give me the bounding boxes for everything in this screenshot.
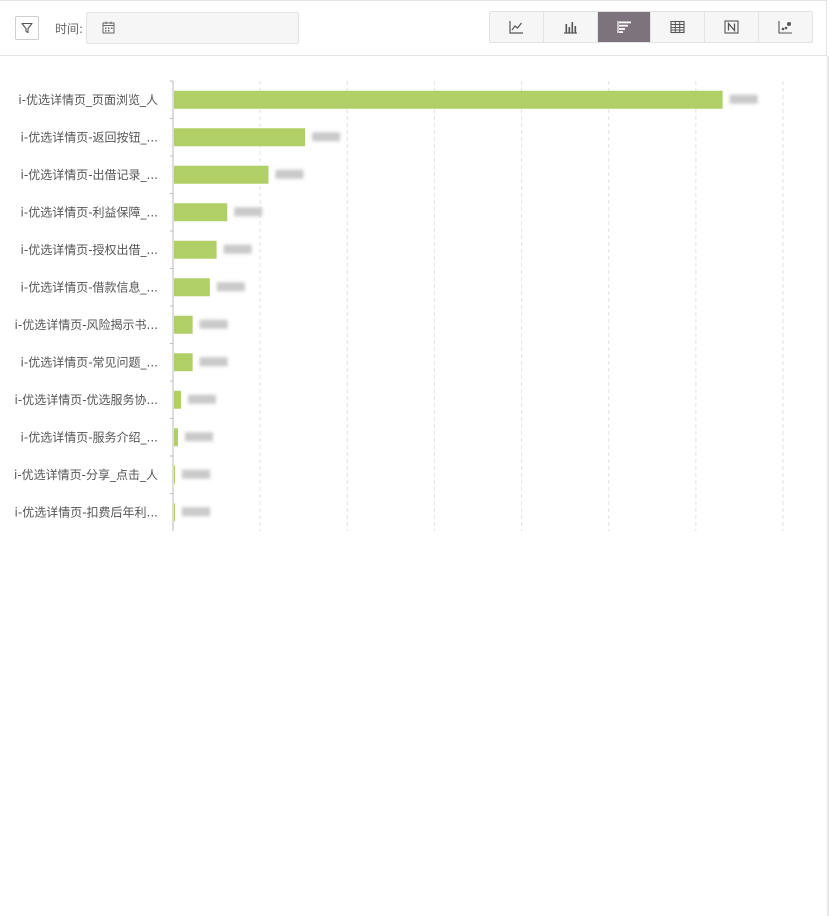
bar[interactable] bbox=[174, 165, 269, 184]
date-range-input[interactable] bbox=[86, 12, 299, 44]
data-label-blurred bbox=[223, 244, 252, 254]
category-label: i-优选详情页-扣费后年利... bbox=[15, 504, 158, 519]
bar[interactable] bbox=[174, 428, 179, 447]
number-icon bbox=[724, 20, 739, 34]
bar[interactable] bbox=[174, 465, 176, 484]
data-label-blurred bbox=[199, 319, 228, 329]
data-label-blurred bbox=[234, 207, 263, 217]
bar[interactable] bbox=[174, 128, 306, 147]
bar[interactable] bbox=[174, 90, 723, 109]
category-label: i-优选详情页-授权出借_... bbox=[21, 242, 158, 257]
table-icon bbox=[670, 20, 685, 34]
scatter-icon bbox=[778, 21, 793, 34]
category-label: i-优选详情页-优选服务协... bbox=[15, 392, 158, 407]
bar[interactable] bbox=[174, 278, 210, 297]
category-label: i-优选详情页-返回按钮_... bbox=[21, 129, 158, 144]
data-label-blurred bbox=[729, 94, 758, 104]
horizontal-bar-button[interactable] bbox=[597, 12, 652, 42]
data-label-blurred bbox=[185, 432, 214, 442]
bar[interactable] bbox=[174, 315, 193, 334]
line-chart-icon bbox=[509, 21, 523, 34]
data-label-blurred bbox=[275, 169, 304, 179]
category-label: i-优选详情页-利益保障_... bbox=[21, 204, 158, 219]
category-label: i-优选详情页-分享_点击_人 bbox=[14, 467, 158, 482]
toolbar: 时间: bbox=[0, 0, 827, 56]
table-button[interactable] bbox=[651, 12, 706, 42]
category-label: i-优选详情页-服务介绍_... bbox=[21, 429, 158, 444]
data-label-blurred bbox=[199, 357, 228, 367]
data-label-blurred bbox=[187, 394, 216, 404]
category-label: i-优选详情页_页面浏览_人 bbox=[18, 92, 158, 107]
horizontal-bar-icon bbox=[616, 21, 631, 33]
category-label: i-优选详情页-风险揭示书... bbox=[15, 317, 158, 332]
filter-icon bbox=[21, 22, 33, 34]
number-button[interactable] bbox=[705, 12, 760, 42]
category-label: i-优选详情页-出借记录_... bbox=[21, 167, 158, 182]
chart-type-switcher bbox=[489, 11, 813, 43]
category-label: i-优选详情页-常见问题_... bbox=[21, 354, 158, 369]
bar[interactable] bbox=[174, 203, 228, 222]
bar[interactable] bbox=[174, 240, 217, 259]
bar[interactable] bbox=[174, 503, 175, 522]
data-label-blurred bbox=[312, 132, 341, 142]
filter-button[interactable] bbox=[15, 16, 39, 40]
chart-canvas: i-优选详情页_页面浏览_人 i-优选详情页-返回按钮_... i-优选详情页-出借… bbox=[14, 80, 784, 531]
category-label: i-优选详情页-借款信息_... bbox=[21, 279, 158, 294]
data-label-blurred bbox=[182, 507, 210, 517]
bar[interactable] bbox=[174, 353, 193, 372]
data-label-blurred bbox=[182, 469, 211, 479]
time-label: 时间: bbox=[55, 22, 84, 36]
scatter-button[interactable] bbox=[759, 12, 812, 42]
line-chart-button[interactable] bbox=[490, 12, 544, 42]
bar-chart-button[interactable] bbox=[544, 12, 598, 42]
calendar-icon bbox=[102, 21, 115, 34]
panel-border bbox=[827, 56, 829, 916]
bar[interactable] bbox=[174, 390, 181, 409]
horizontal-bar-chart: i-优选详情页_页面浏览_人 i-优选详情页-返回按钮_... i-优选详情页-出借… bbox=[0, 75, 829, 545]
data-label-blurred bbox=[216, 282, 245, 292]
bar-chart-icon bbox=[563, 22, 577, 34]
